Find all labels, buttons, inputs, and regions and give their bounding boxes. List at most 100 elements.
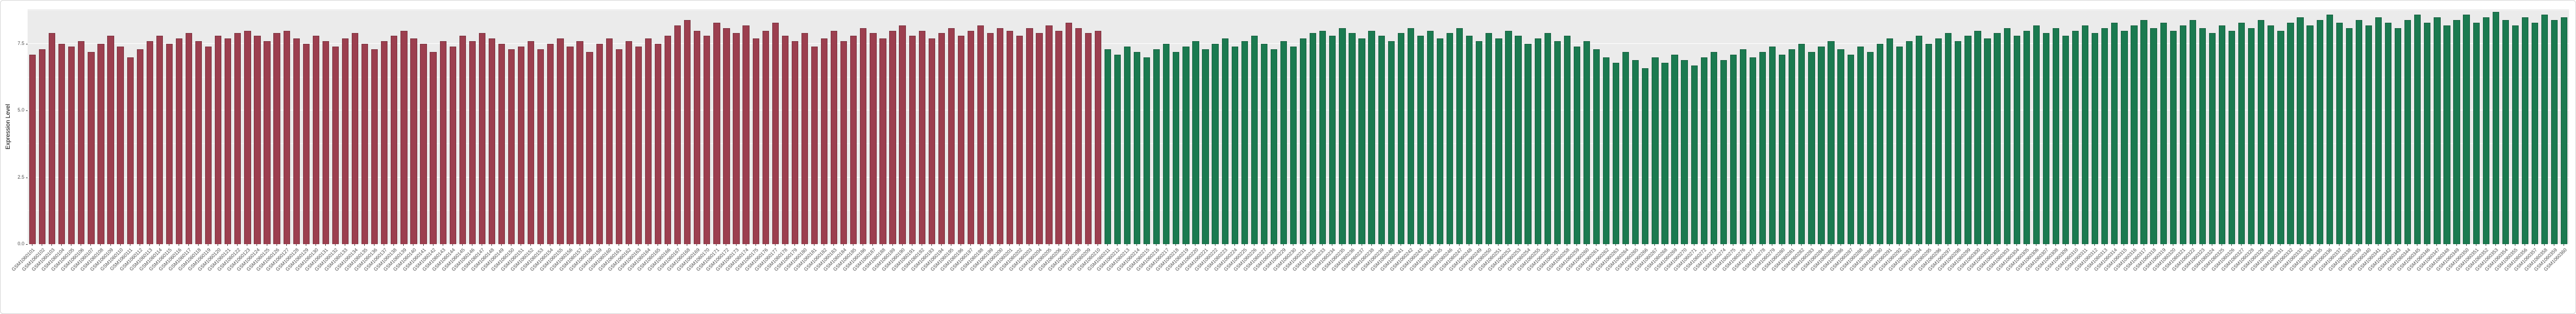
bar-wrapper — [1738, 9, 1748, 244]
bar-wrapper — [2246, 9, 2256, 244]
bar — [1016, 36, 1023, 244]
bar-column: GSM1060116 — [157, 9, 184, 306]
bar-wrapper — [1044, 9, 1054, 244]
bar-column: GSM1060289 — [1849, 9, 1875, 306]
bar-wrapper — [2422, 9, 2432, 244]
bar-wrapper — [1503, 9, 1513, 244]
bar-wrapper — [555, 9, 565, 244]
bar-column: GSM1060229 — [1262, 9, 1289, 306]
bar — [860, 28, 867, 244]
bar — [1495, 38, 1502, 244]
bar-column: GSM1060196 — [939, 9, 966, 306]
bar-wrapper — [1699, 9, 1709, 244]
bar-column: GSM1060325 — [2200, 9, 2227, 306]
bar — [528, 41, 535, 244]
bar — [498, 44, 505, 244]
bar — [1554, 41, 1561, 244]
bar — [625, 41, 632, 244]
bar — [2170, 30, 2177, 244]
bar — [1720, 60, 1727, 244]
bar-wrapper — [1904, 9, 1914, 244]
bar — [1270, 49, 1278, 244]
bar-column: GSM1060228 — [1252, 9, 1279, 306]
bar — [1915, 36, 1923, 244]
bar-wrapper — [1640, 9, 1650, 244]
y-tick-label: 0.0 — [17, 241, 24, 246]
bar-wrapper — [712, 9, 721, 244]
bar — [117, 47, 124, 244]
bar-column: GSM1060232 — [1291, 9, 1318, 306]
bar-wrapper — [1034, 9, 1044, 244]
bar-wrapper — [1914, 9, 1924, 244]
bar-wrapper — [1357, 9, 1367, 244]
bar-wrapper — [2315, 9, 2325, 244]
bar-wrapper — [956, 9, 966, 244]
bar — [107, 36, 114, 244]
bar-column: GSM1060210 — [1076, 9, 1103, 306]
bar — [2521, 17, 2529, 244]
bar-column: GSM1060145 — [441, 9, 468, 306]
bar — [2189, 19, 2196, 244]
bar — [1789, 49, 1796, 244]
bar-wrapper — [1142, 9, 1152, 244]
bar — [1505, 30, 1512, 244]
bar-wrapper — [1611, 9, 1621, 244]
bar — [185, 33, 193, 244]
bar-wrapper — [47, 9, 57, 244]
bar-wrapper — [1562, 9, 1572, 244]
bar-wrapper — [1943, 9, 1953, 244]
bar-column: GSM1060224 — [1213, 9, 1240, 306]
bar-column: GSM1060298 — [1936, 9, 1963, 306]
bar — [820, 38, 828, 244]
bar — [2140, 19, 2147, 244]
bar — [567, 47, 574, 244]
bar-column: GSM1060348 — [2425, 9, 2452, 306]
bar — [713, 22, 720, 244]
bar-column: GSM1060250 — [1467, 9, 1494, 306]
bar — [1486, 33, 1493, 244]
bar — [88, 51, 95, 244]
bar-wrapper — [2227, 9, 2237, 244]
bar-wrapper — [2530, 9, 2540, 244]
bar-wrapper — [1787, 9, 1797, 244]
bar — [2121, 30, 2128, 244]
bar-wrapper — [1054, 9, 1064, 244]
bar — [1417, 36, 1424, 244]
bar-column: GSM1060317 — [2122, 9, 2149, 306]
bar-wrapper — [2285, 9, 2295, 244]
bar-wrapper — [810, 9, 819, 244]
bar-column: GSM1060122 — [216, 9, 242, 306]
bar-wrapper — [272, 9, 282, 244]
bar — [1212, 44, 1219, 244]
bar — [1241, 41, 1248, 244]
bar — [576, 41, 583, 244]
bar-wrapper — [2472, 9, 2481, 244]
bar-wrapper — [1250, 9, 1259, 244]
bar-column: GSM1060278 — [1741, 9, 1767, 306]
bar — [557, 38, 564, 244]
bar — [293, 38, 300, 244]
bar-column: GSM1060269 — [1653, 9, 1680, 306]
bar-wrapper — [448, 9, 458, 244]
bar-column: GSM1060168 — [666, 9, 692, 306]
bar-wrapper — [2335, 9, 2344, 244]
bar — [2355, 19, 2363, 244]
bar-column: GSM1060263 — [1594, 9, 1621, 306]
bar-wrapper — [1230, 9, 1240, 244]
bar — [2365, 25, 2373, 244]
bar-column: GSM1060291 — [1868, 9, 1895, 306]
bar-wrapper — [1826, 9, 1836, 244]
bar — [1456, 28, 1463, 244]
bar — [889, 30, 896, 244]
bar-wrapper — [2041, 9, 2051, 244]
bar — [1358, 38, 1365, 244]
bar-wrapper — [233, 9, 242, 244]
bar-wrapper — [908, 9, 917, 244]
bar-column: GSM1060180 — [783, 9, 810, 306]
bar-wrapper — [653, 9, 663, 244]
bar-wrapper — [1494, 9, 1503, 244]
bar — [2111, 22, 2118, 244]
bar-column: GSM1060257 — [1536, 9, 1562, 306]
bar-column: GSM1060112 — [119, 9, 145, 306]
